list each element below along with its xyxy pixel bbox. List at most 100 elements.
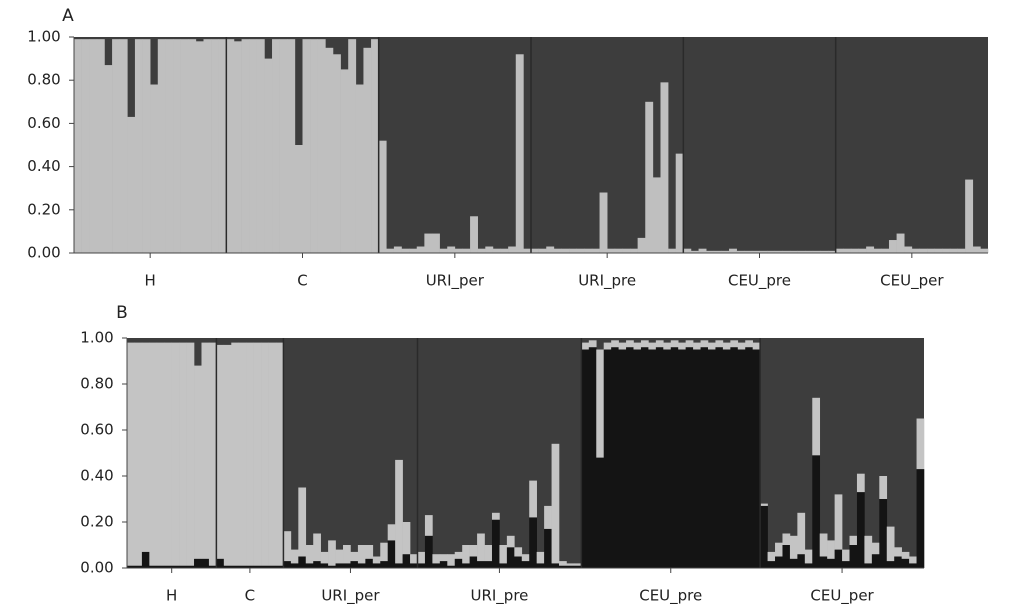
black-segment: [544, 528, 552, 568]
black-segment: [916, 469, 925, 568]
light-segment: [279, 39, 288, 253]
light-segment: [485, 246, 494, 253]
light-segment: [626, 340, 634, 348]
group-label: URI_pre: [470, 587, 528, 606]
light-segment: [96, 39, 105, 253]
black-segment: [655, 347, 664, 568]
light-segment: [888, 240, 897, 253]
light-segment: [736, 250, 745, 253]
light-segment: [576, 248, 585, 253]
light-segment: [416, 246, 425, 253]
light-segment: [378, 140, 387, 253]
light-segment: [789, 535, 798, 559]
black-segment: [767, 561, 776, 568]
black-segment: [454, 558, 463, 568]
black-segment: [194, 558, 202, 568]
light-segment: [350, 551, 359, 562]
light-segment: [462, 248, 471, 253]
light-segment: [660, 82, 669, 253]
light-segment: [81, 39, 90, 253]
light-segment: [469, 545, 478, 557]
light-segment: [538, 248, 547, 253]
light-segment: [186, 342, 195, 566]
light-segment: [566, 563, 575, 566]
light-segment: [909, 556, 917, 564]
black-segment: [186, 565, 195, 568]
light-segment: [879, 476, 888, 499]
light-segment: [104, 65, 113, 253]
black-segment: [879, 499, 888, 568]
light-segment: [363, 47, 372, 253]
light-segment: [357, 545, 366, 564]
light-segment: [310, 39, 319, 253]
light-segment: [371, 39, 379, 253]
black-segment: [410, 563, 418, 568]
black-segment: [141, 551, 150, 568]
black-segment: [856, 492, 865, 568]
light-segment: [645, 101, 654, 253]
light-segment: [569, 248, 577, 253]
light-segment: [588, 340, 597, 348]
black-segment: [417, 563, 426, 568]
light-segment: [607, 248, 616, 253]
light-segment: [506, 535, 515, 548]
light-segment: [919, 248, 928, 253]
light-segment: [911, 248, 920, 253]
light-segment: [317, 39, 326, 253]
light-segment: [208, 342, 217, 566]
light-segment: [546, 246, 555, 253]
group-label: CEU_per: [880, 272, 944, 291]
black-segment: [789, 558, 798, 568]
black-segment: [797, 554, 806, 568]
light-segment: [820, 250, 829, 253]
light-segment: [934, 248, 943, 253]
light-segment: [670, 340, 679, 348]
light-segment: [253, 342, 262, 566]
y-tick-label: 1.00: [80, 329, 113, 347]
light-segment: [894, 547, 902, 557]
panel-label: A: [62, 6, 74, 26]
light-segment: [141, 342, 150, 552]
black-segment: [268, 565, 277, 568]
black-segment: [529, 517, 537, 568]
light-segment: [668, 248, 677, 253]
black-segment: [864, 563, 873, 568]
y-tick-label: 0.40: [80, 467, 113, 485]
light-segment: [264, 58, 273, 253]
black-segment: [745, 347, 753, 568]
black-segment: [335, 563, 344, 568]
light-segment: [722, 342, 731, 350]
light-segment: [980, 248, 989, 253]
group-label: CEU_per: [810, 587, 874, 606]
black-segment: [551, 563, 560, 568]
black-segment: [819, 556, 828, 568]
light-segment: [864, 535, 873, 564]
light-segment: [916, 418, 925, 470]
group-label: C: [297, 272, 307, 290]
black-segment: [804, 563, 813, 568]
light-segment: [343, 545, 351, 564]
light-segment: [904, 246, 913, 253]
light-segment: [901, 551, 910, 559]
y-tick-label: 0.80: [27, 71, 60, 89]
light-segment: [272, 39, 280, 253]
light-segment: [157, 39, 166, 253]
light-segment: [775, 542, 783, 557]
light-segment: [454, 248, 463, 253]
light-segment: [881, 248, 890, 253]
light-segment: [873, 248, 882, 253]
light-segment: [325, 47, 334, 253]
light-segment: [812, 397, 821, 456]
light-segment: [305, 545, 314, 564]
light-segment: [706, 250, 715, 253]
black-segment: [760, 505, 768, 568]
black-segment: [670, 347, 679, 568]
light-segment: [713, 250, 722, 253]
light-segment: [447, 554, 456, 566]
light-segment: [782, 533, 791, 545]
light-segment: [150, 84, 159, 254]
group-label: H: [166, 587, 177, 605]
light-segment: [201, 342, 210, 559]
black-segment: [201, 558, 210, 568]
